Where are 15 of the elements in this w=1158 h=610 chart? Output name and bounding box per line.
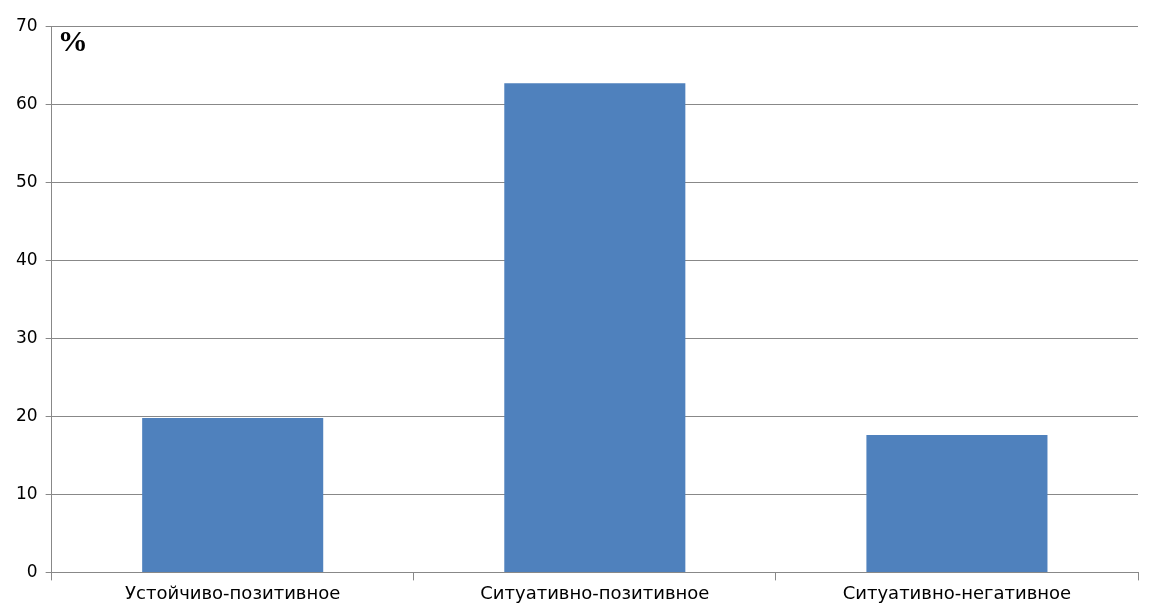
y-tick-label: 0 [26, 560, 38, 581]
y-tick-label: 10 [15, 482, 38, 503]
y-axis-title: % [57, 23, 88, 57]
y-tick-label: 50 [15, 170, 38, 191]
y-tick-label: 60 [15, 92, 38, 113]
x-tick-label: Ситуативно-позитивное [480, 581, 710, 603]
y-tick-label: 70 [15, 14, 38, 35]
x-tick-label: Ситуативно-негативное [842, 581, 1072, 603]
x-tick-label: Устойчиво-позитивное [125, 581, 341, 603]
y-tick-label: 30 [15, 326, 38, 347]
y-tick-label: 20 [15, 404, 38, 425]
bar [866, 435, 1048, 572]
bar [142, 417, 324, 572]
y-tick-label: 40 [15, 248, 38, 269]
bar [504, 83, 686, 572]
